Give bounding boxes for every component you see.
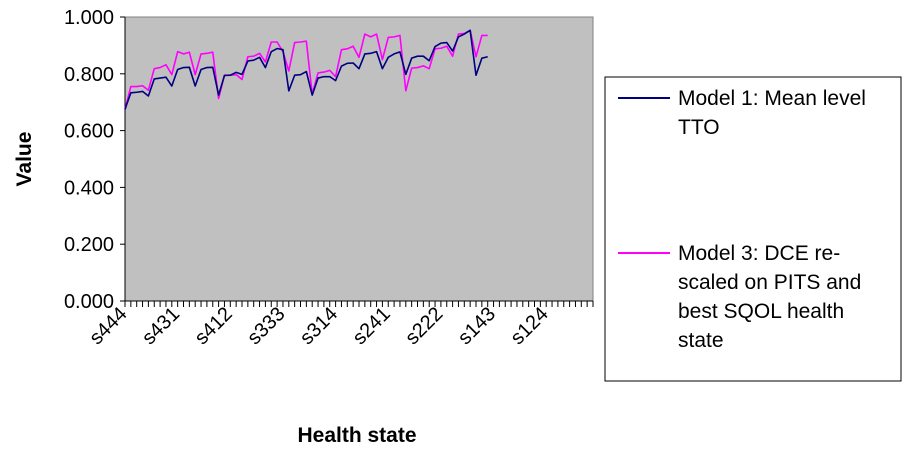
- legend-label-model1-line2: TTO: [678, 116, 720, 139]
- legend-label-model1: Model 1: Mean level TTO: [678, 87, 872, 139]
- y-tick-label: 0.800: [64, 64, 114, 86]
- y-tick-label: 0.600: [64, 121, 114, 143]
- legend-box: [604, 76, 902, 382]
- x-tick-label: s333: [243, 303, 289, 349]
- x-tick-label: s222: [401, 303, 447, 349]
- x-tick-label: s143: [454, 303, 500, 349]
- y-axis: 0.000 0.200 0.400 0.600 0.800 1.000: [64, 7, 126, 313]
- y-tick-label: 0.400: [64, 177, 114, 199]
- legend-label-model3: Model 3: DCE re- scaled on PITS and best…: [678, 242, 867, 352]
- legend-label-model3-line3: best SQOL health: [678, 300, 844, 323]
- y-axis-title: Value: [13, 132, 36, 187]
- legend-label-model3-line1: Model 3: DCE re-: [678, 242, 840, 265]
- legend-label-model1-line1: Model 1: Mean level: [678, 87, 866, 110]
- series-lines: [124, 29, 488, 110]
- y-tick-label: 1.000: [64, 7, 114, 29]
- x-tick-label: s431: [138, 303, 184, 349]
- x-tick-label: s412: [191, 303, 237, 349]
- x-axis: s444 s431 s412 s333 s314 s241 s222 s143 s124: [85, 300, 594, 349]
- y-tick-label: 0.200: [64, 234, 114, 256]
- x-tick-label: s124: [507, 303, 553, 349]
- plot-area: [124, 16, 594, 302]
- series-line-model-3-dce-re-scaled-on-pits-and-best-sqol-health-state: [124, 29, 488, 110]
- legend-label-model3-line2: scaled on PITS and: [678, 271, 861, 294]
- legend-label-model3-line4: state: [678, 329, 724, 352]
- x-axis-title: Health state: [297, 424, 416, 447]
- legend: Model 1: Mean level TTO Model 3: DCE re-…: [604, 76, 902, 382]
- series-line-model-1-mean-level-tto: [124, 29, 488, 110]
- x-tick-label: s314: [296, 303, 342, 349]
- x-tick-label: s241: [349, 303, 395, 349]
- y-tick-label: 0.000: [64, 291, 114, 313]
